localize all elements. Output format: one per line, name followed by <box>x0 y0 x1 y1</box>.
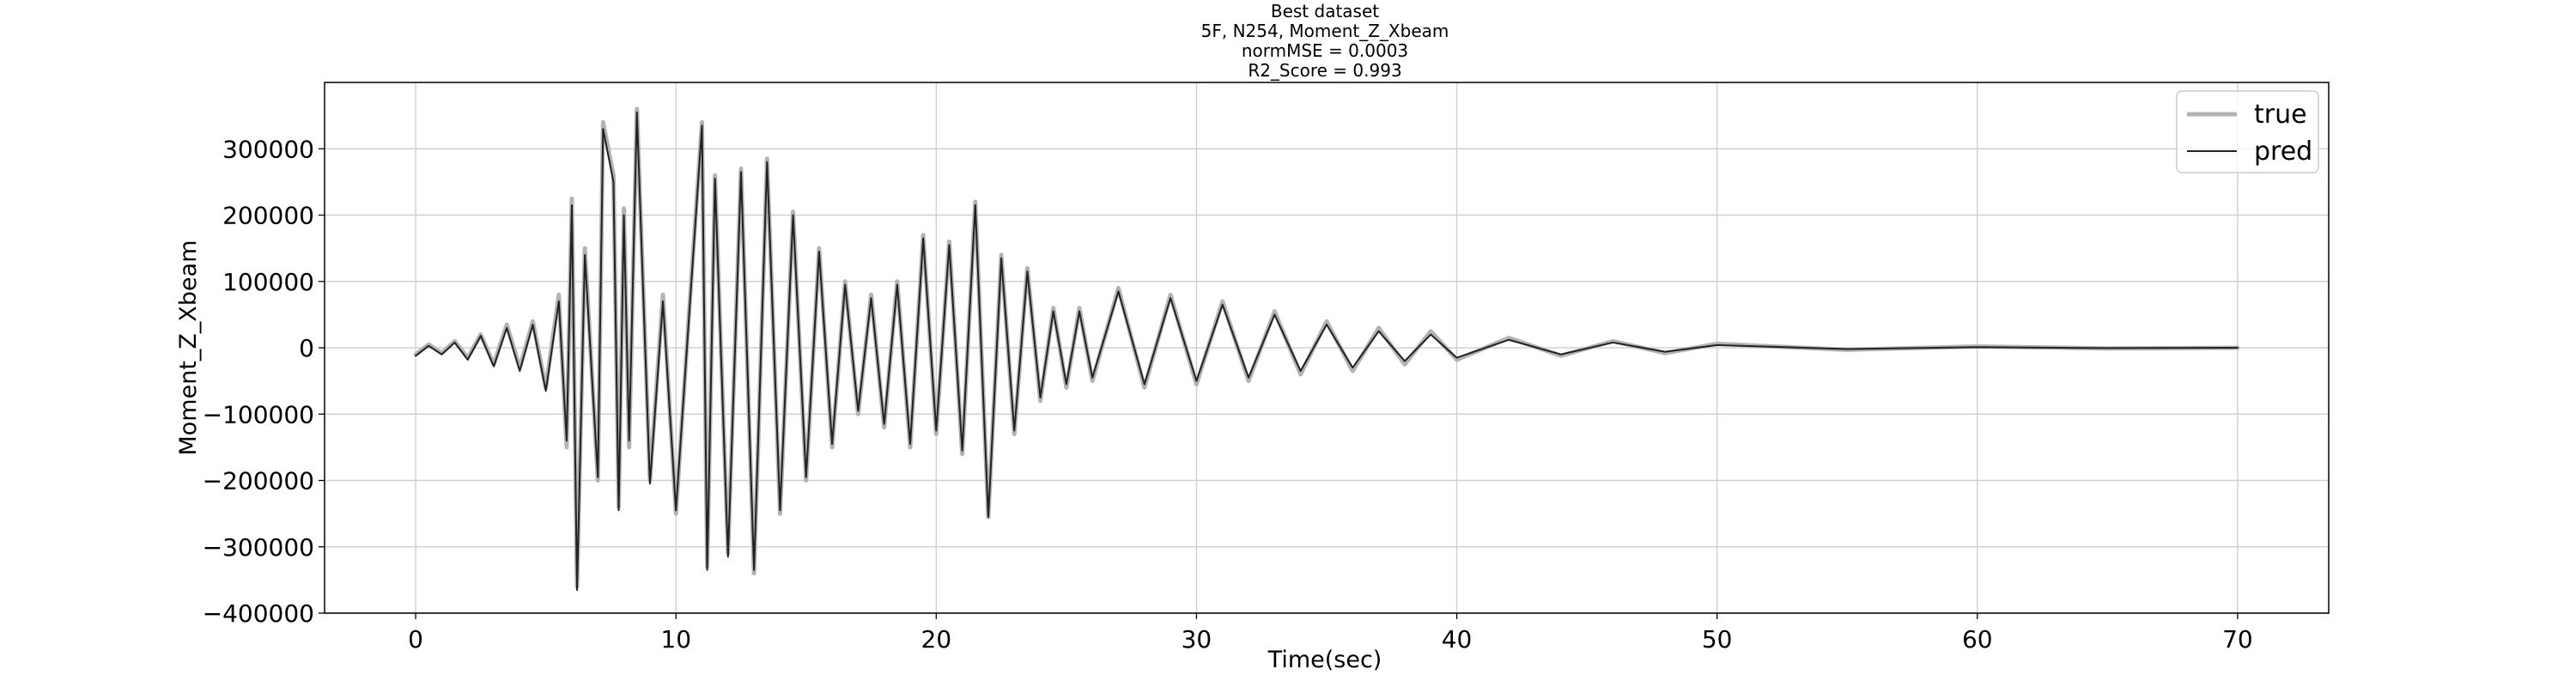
x-tick-label: 0 <box>408 625 423 654</box>
y-tick-label: −100000 <box>203 400 314 429</box>
x-axis-ticks: 0 10 20 30 40 50 60 70 <box>408 613 2253 654</box>
x-axis-label: Time(sec) <box>1267 647 1382 673</box>
title-line-1: Best dataset <box>1271 1 1379 21</box>
y-axis-ticks: −400000 −300000 −200000 −100000 0 100000 20000… <box>203 135 325 628</box>
x-tick-label: 50 <box>1702 625 1733 654</box>
y-tick-label: 200000 <box>222 202 314 230</box>
x-tick-label: 60 <box>1962 625 1993 654</box>
y-tick-label: 300000 <box>222 135 314 163</box>
chart-title: Best dataset 5F, N254, Moment_Z_Xbeam no… <box>1201 1 1449 81</box>
x-tick-label: 10 <box>660 625 691 654</box>
y-tick-label: −200000 <box>203 467 314 495</box>
x-tick-label: 20 <box>921 625 952 654</box>
y-tick-label: −300000 <box>203 533 314 562</box>
series-lines <box>413 106 2240 591</box>
title-line-3: normMSE = 0.0003 <box>1242 40 1408 61</box>
x-tick-label: 70 <box>2222 625 2253 654</box>
legend-pred-label: pred <box>2254 137 2312 167</box>
y-tick-label: 100000 <box>222 268 314 296</box>
title-line-4: R2_Score = 0.993 <box>1248 60 1401 81</box>
x-tick-label: 30 <box>1182 625 1212 654</box>
x-tick-label: 40 <box>1442 625 1473 654</box>
legend-box <box>2176 90 2319 173</box>
series-pred-line <box>415 111 2239 591</box>
title-line-2: 5F, N254, Moment_Z_Xbeam <box>1201 21 1449 41</box>
legend-true-label: true <box>2254 100 2307 130</box>
y-tick-label: 0 <box>299 334 314 362</box>
y-axis-label: Moment_Z_Xbeam <box>175 240 202 455</box>
y-tick-label: −400000 <box>203 599 314 628</box>
legend: true pred <box>2176 90 2319 173</box>
